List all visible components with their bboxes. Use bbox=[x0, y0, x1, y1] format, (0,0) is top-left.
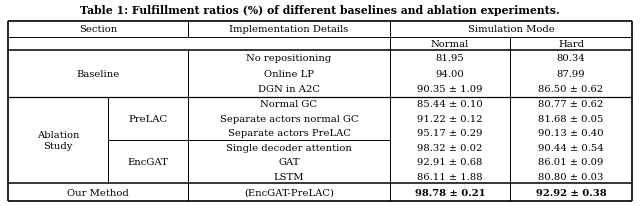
Text: 80.80 ± 0.03: 80.80 ± 0.03 bbox=[538, 172, 604, 181]
Text: 91.22 ± 0.12: 91.22 ± 0.12 bbox=[417, 114, 483, 123]
Text: 86.01 ± 0.09: 86.01 ± 0.09 bbox=[538, 157, 604, 166]
Text: Table 1: Fulfillment ratios (%) of different baselines and ablation experiments.: Table 1: Fulfillment ratios (%) of diffe… bbox=[80, 5, 560, 16]
Text: 90.13 ± 0.40: 90.13 ± 0.40 bbox=[538, 129, 604, 137]
Text: 94.00: 94.00 bbox=[436, 69, 465, 78]
Text: Implementation Details: Implementation Details bbox=[229, 25, 349, 34]
Text: 86.11 ± 1.88: 86.11 ± 1.88 bbox=[417, 172, 483, 181]
Text: Our Method: Our Method bbox=[67, 188, 129, 197]
Text: 90.44 ± 0.54: 90.44 ± 0.54 bbox=[538, 143, 604, 152]
Text: 92.91 ± 0.68: 92.91 ± 0.68 bbox=[417, 157, 483, 166]
Text: Single decoder attention: Single decoder attention bbox=[226, 143, 352, 152]
Text: Ablation
Study: Ablation Study bbox=[36, 131, 79, 150]
Text: Normal: Normal bbox=[431, 40, 469, 48]
Text: DGN in A2C: DGN in A2C bbox=[258, 85, 320, 94]
Text: Separate actors normal GC: Separate actors normal GC bbox=[220, 114, 358, 123]
Text: 87.99: 87.99 bbox=[557, 69, 586, 78]
Text: LSTM: LSTM bbox=[274, 172, 304, 181]
Text: 98.78 ± 0.21: 98.78 ± 0.21 bbox=[415, 188, 485, 197]
Text: 81.95: 81.95 bbox=[436, 54, 465, 63]
Text: GAT: GAT bbox=[278, 157, 300, 166]
Text: 92.92 ± 0.38: 92.92 ± 0.38 bbox=[536, 188, 606, 197]
Text: 85.44 ± 0.10: 85.44 ± 0.10 bbox=[417, 100, 483, 109]
Text: Separate actors PreLAC: Separate actors PreLAC bbox=[227, 129, 351, 137]
Text: PreLAC: PreLAC bbox=[129, 114, 168, 123]
Text: No repositioning: No repositioning bbox=[246, 54, 332, 63]
Text: 90.35 ± 1.09: 90.35 ± 1.09 bbox=[417, 85, 483, 94]
Text: 81.68 ± 0.05: 81.68 ± 0.05 bbox=[538, 114, 604, 123]
Text: 95.17 ± 0.29: 95.17 ± 0.29 bbox=[417, 129, 483, 137]
Text: Simulation Mode: Simulation Mode bbox=[468, 25, 554, 34]
Text: Baseline: Baseline bbox=[76, 69, 120, 78]
Text: (EncGAT-PreLAC): (EncGAT-PreLAC) bbox=[244, 188, 334, 197]
Text: EncGAT: EncGAT bbox=[127, 157, 168, 166]
Text: Online LP: Online LP bbox=[264, 69, 314, 78]
Text: Section: Section bbox=[79, 25, 117, 34]
Text: Hard: Hard bbox=[558, 40, 584, 48]
Text: 80.34: 80.34 bbox=[557, 54, 586, 63]
Text: 80.77 ± 0.62: 80.77 ± 0.62 bbox=[538, 100, 604, 109]
Text: 86.50 ± 0.62: 86.50 ± 0.62 bbox=[538, 85, 604, 94]
Text: Normal GC: Normal GC bbox=[260, 100, 317, 109]
Text: 98.32 ± 0.02: 98.32 ± 0.02 bbox=[417, 143, 483, 152]
